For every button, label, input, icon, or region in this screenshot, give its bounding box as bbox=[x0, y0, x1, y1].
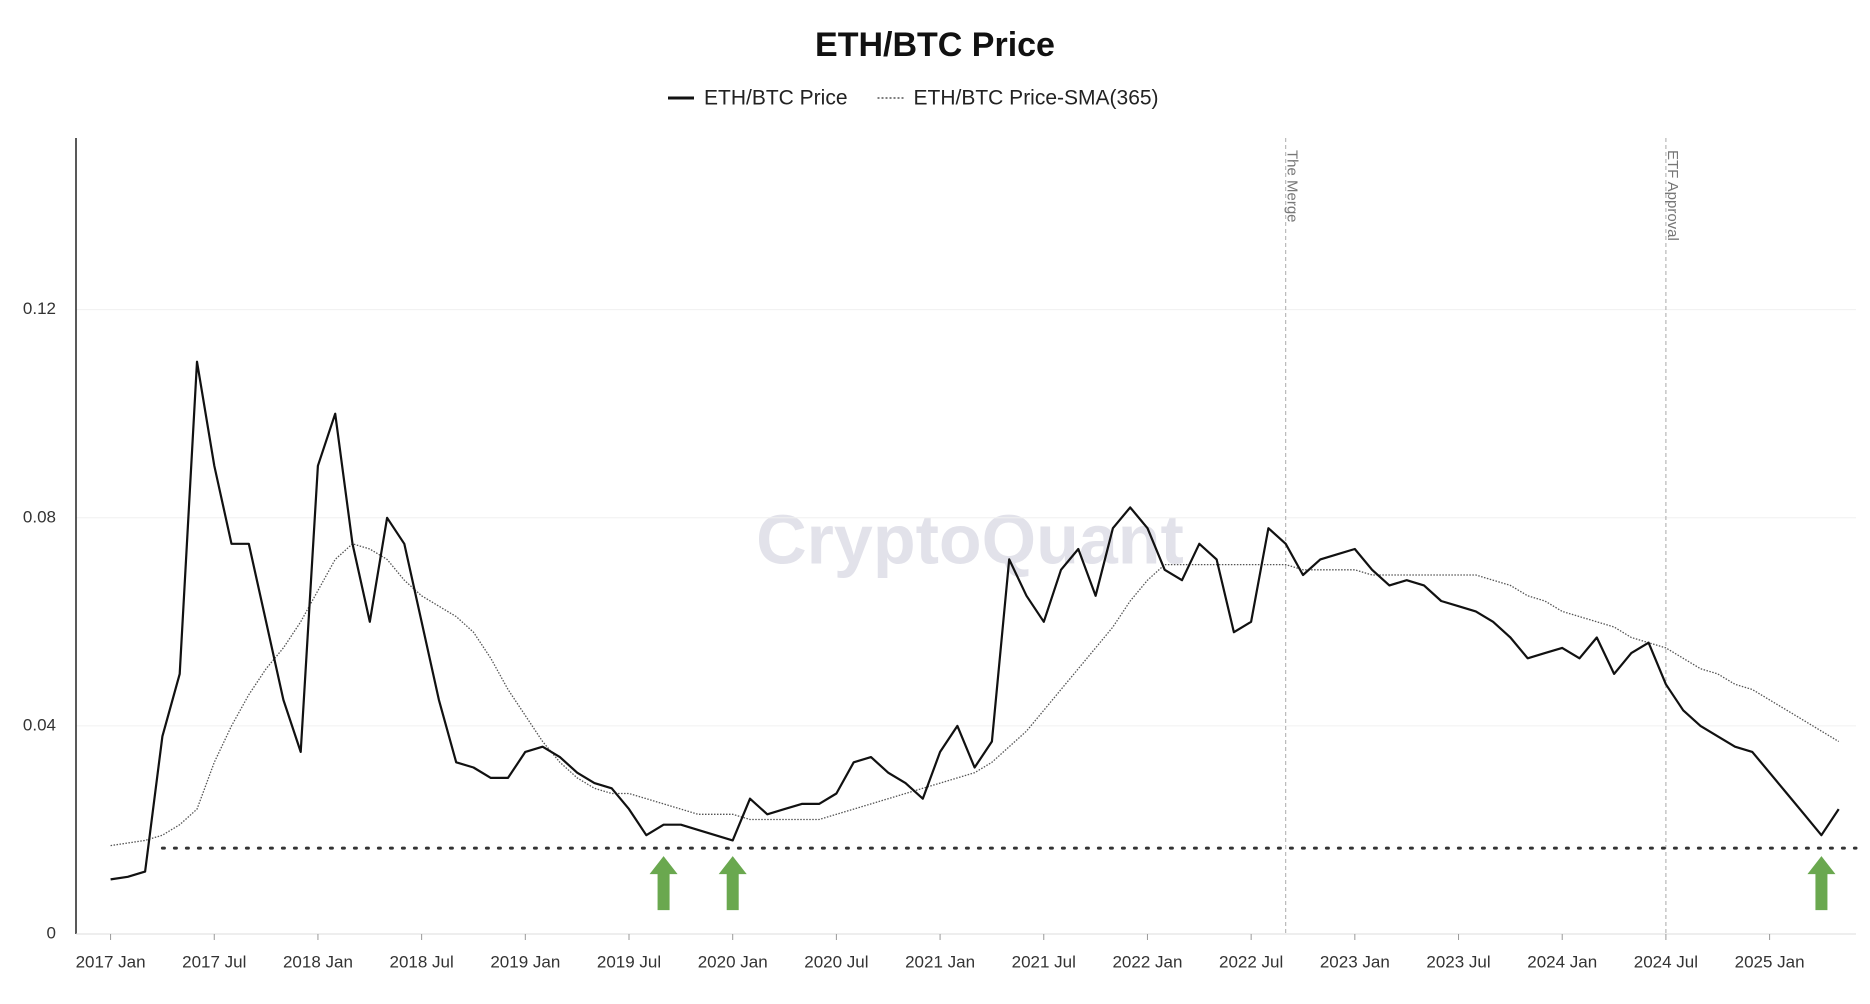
x-tick-label: 2017 Jul bbox=[182, 952, 246, 971]
x-tick-label: 2019 Jul bbox=[597, 952, 661, 971]
legend-label: ETH/BTC Price bbox=[704, 87, 848, 110]
y-tick-label: 0.04 bbox=[23, 715, 56, 734]
x-tick-label: 2023 Jan bbox=[1320, 952, 1390, 971]
watermark: CryptoQuant bbox=[756, 500, 1184, 578]
x-tick-label: 2025 Jan bbox=[1735, 952, 1805, 971]
y-tick-label: 0.08 bbox=[23, 507, 56, 526]
x-tick-label: 2024 Jul bbox=[1634, 952, 1698, 971]
x-tick-label: 2020 Jul bbox=[804, 952, 868, 971]
arrow bbox=[718, 856, 747, 911]
x-tick-label: 2017 Jan bbox=[76, 952, 146, 971]
x-tick-label: 2023 Jul bbox=[1426, 952, 1490, 971]
y-tick-label: 0 bbox=[47, 923, 56, 942]
legend-label: ETH/BTC Price-SMA(365) bbox=[914, 87, 1159, 110]
x-tick-label: 2021 Jul bbox=[1012, 952, 1076, 971]
x-tick-label: 2022 Jan bbox=[1112, 952, 1182, 971]
annotation-label: ETF Approval bbox=[1664, 150, 1681, 241]
arrow bbox=[649, 856, 678, 911]
x-tick-label: 2021 Jan bbox=[905, 952, 975, 971]
x-tick-label: 2018 Jan bbox=[283, 952, 353, 971]
x-tick-label: 2022 Jul bbox=[1219, 952, 1283, 971]
chart-title: ETH/BTC Price bbox=[815, 26, 1055, 64]
series-line bbox=[110, 360, 1840, 881]
arrow bbox=[1807, 856, 1836, 911]
y-tick-label: 0.12 bbox=[23, 299, 56, 318]
x-tick-label: 2020 Jan bbox=[698, 952, 768, 971]
x-tick-label: 2019 Jan bbox=[490, 952, 560, 971]
annotation-label: The Merge bbox=[1284, 150, 1301, 223]
x-tick-label: 2018 Jul bbox=[389, 952, 453, 971]
series-line bbox=[110, 543, 1840, 847]
x-tick-label: 2024 Jan bbox=[1527, 952, 1597, 971]
